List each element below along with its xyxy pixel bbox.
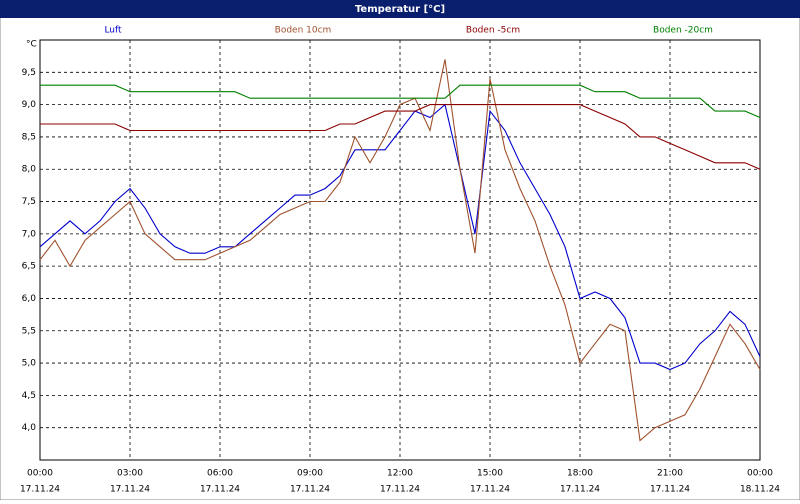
y-tick-label: 7,5 — [22, 197, 36, 207]
x-tick-label: 00:00 — [747, 469, 773, 479]
x-tick-date: 17.11.24 — [110, 485, 150, 495]
series-line — [39, 103, 761, 371]
x-tick-date: 17.11.24 — [470, 485, 510, 495]
title-bar — [0, 0, 800, 18]
x-tick-date: 17.11.24 — [560, 485, 600, 495]
x-tick-date: 17.11.24 — [290, 485, 330, 495]
y-tick-label: 6,0 — [22, 294, 37, 304]
y-tick-label: 5,5 — [22, 326, 36, 336]
y-tick-label: 8,0 — [22, 165, 37, 175]
chart-title: Temperatur [°C] — [355, 4, 445, 15]
series-line — [40, 84, 761, 119]
y-tick-label: 4,0 — [22, 423, 37, 433]
x-tick-date: 17.11.24 — [380, 485, 420, 495]
y-tick-label: 7,0 — [22, 229, 37, 239]
x-tick-label: 00:00 — [27, 469, 53, 479]
legend-label: Boden 10cm — [275, 26, 332, 36]
x-tick-label: 15:00 — [477, 469, 503, 479]
y-unit: °C — [26, 40, 37, 50]
y-tick-label: 5,0 — [22, 359, 37, 369]
y-tick-label: 4,5 — [22, 391, 36, 401]
x-tick-label: 09:00 — [297, 469, 323, 479]
series-line — [40, 104, 761, 170]
x-tick-label: 21:00 — [657, 469, 683, 479]
y-tick-label: 9,5 — [22, 68, 36, 78]
legend-label: Boden -20cm — [653, 26, 713, 36]
x-tick-label: 03:00 — [117, 469, 143, 479]
y-tick-label: 6,5 — [22, 262, 36, 272]
legend-label: Boden -5cm — [466, 26, 520, 36]
x-tick-label: 06:00 — [207, 469, 233, 479]
y-tick-label: 8,5 — [22, 132, 36, 142]
legend-label: Luft — [104, 26, 122, 36]
x-tick-label: 12:00 — [387, 469, 413, 479]
x-tick-date: 17.11.24 — [20, 485, 60, 495]
x-tick-date: 17.11.24 — [200, 485, 240, 495]
x-tick-label: 18:00 — [567, 469, 593, 479]
x-tick-date: 17.11.24 — [650, 485, 690, 495]
series-line — [39, 59, 761, 442]
x-tick-date: 18.11.24 — [740, 485, 780, 495]
y-tick-label: 9,0 — [22, 100, 37, 110]
